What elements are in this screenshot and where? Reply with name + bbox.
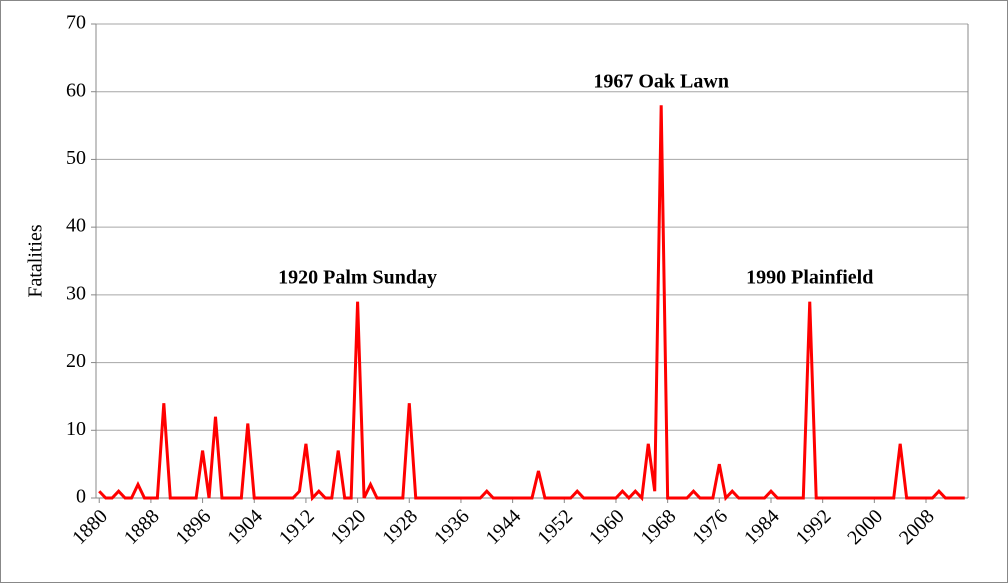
y-axis-label: Fatalities xyxy=(25,224,47,298)
y-tick-label: 60 xyxy=(66,79,86,101)
annotation: 1920 Palm Sunday xyxy=(278,267,437,289)
y-tick-label: 20 xyxy=(66,350,86,372)
y-tick-label: 50 xyxy=(66,147,86,169)
y-tick-label: 30 xyxy=(66,282,86,304)
y-tick-label: 0 xyxy=(76,486,86,508)
data-line xyxy=(98,105,965,502)
y-tick-label: 70 xyxy=(66,12,86,34)
y-tick-label: 40 xyxy=(66,215,86,237)
y-tick-label: 10 xyxy=(66,418,86,440)
annotation: 1967 Oak Lawn xyxy=(593,70,729,92)
annotation: 1990 Plainfield xyxy=(746,267,873,289)
